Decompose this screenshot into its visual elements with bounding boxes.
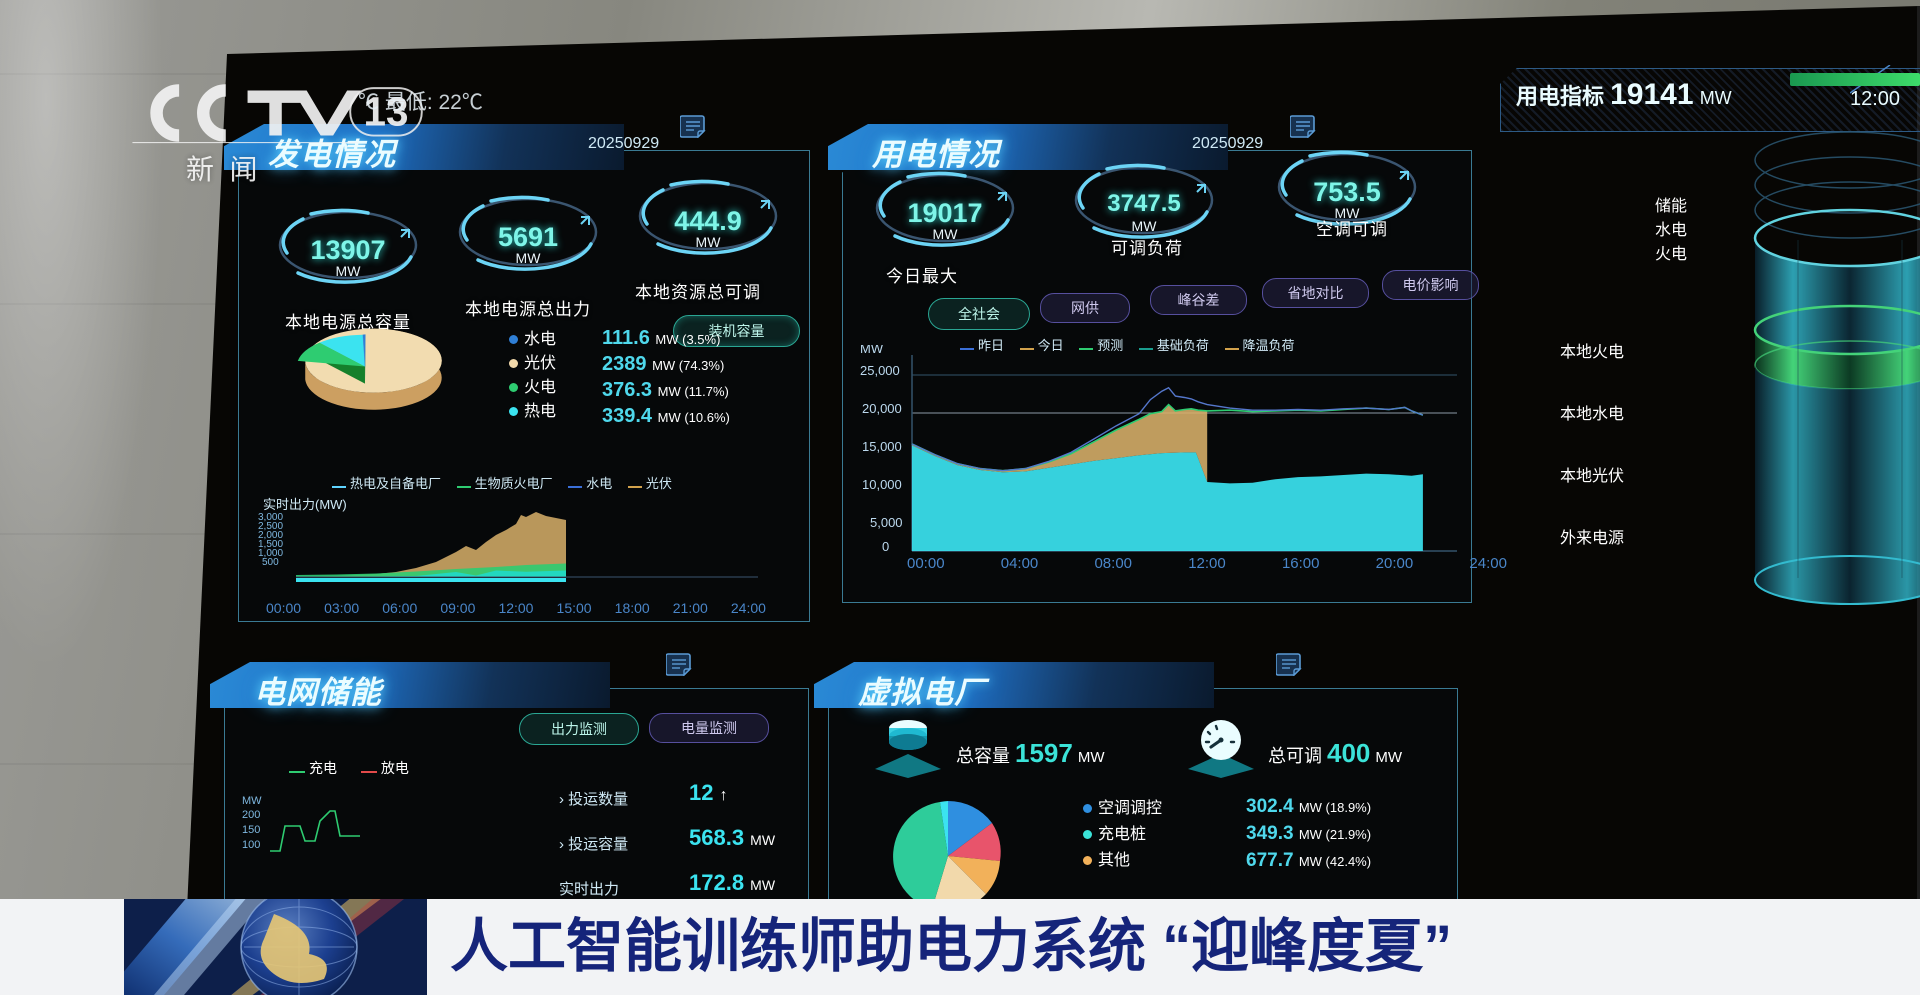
svg-text:100: 100 — [242, 839, 260, 851]
svg-text:25,000: 25,000 — [860, 363, 900, 378]
svg-text:MW: MW — [242, 796, 262, 807]
svg-text:10,000: 10,000 — [862, 477, 902, 492]
svg-text:200: 200 — [242, 809, 260, 821]
svg-text:15,000: 15,000 — [862, 439, 902, 454]
svg-text:0: 0 — [882, 539, 889, 554]
svg-text:150: 150 — [242, 824, 260, 836]
svg-text:500: 500 — [262, 557, 279, 568]
svg-text:MW: MW — [860, 345, 884, 356]
svg-text:5,000: 5,000 — [870, 515, 903, 530]
svg-text:20,000: 20,000 — [862, 401, 902, 416]
